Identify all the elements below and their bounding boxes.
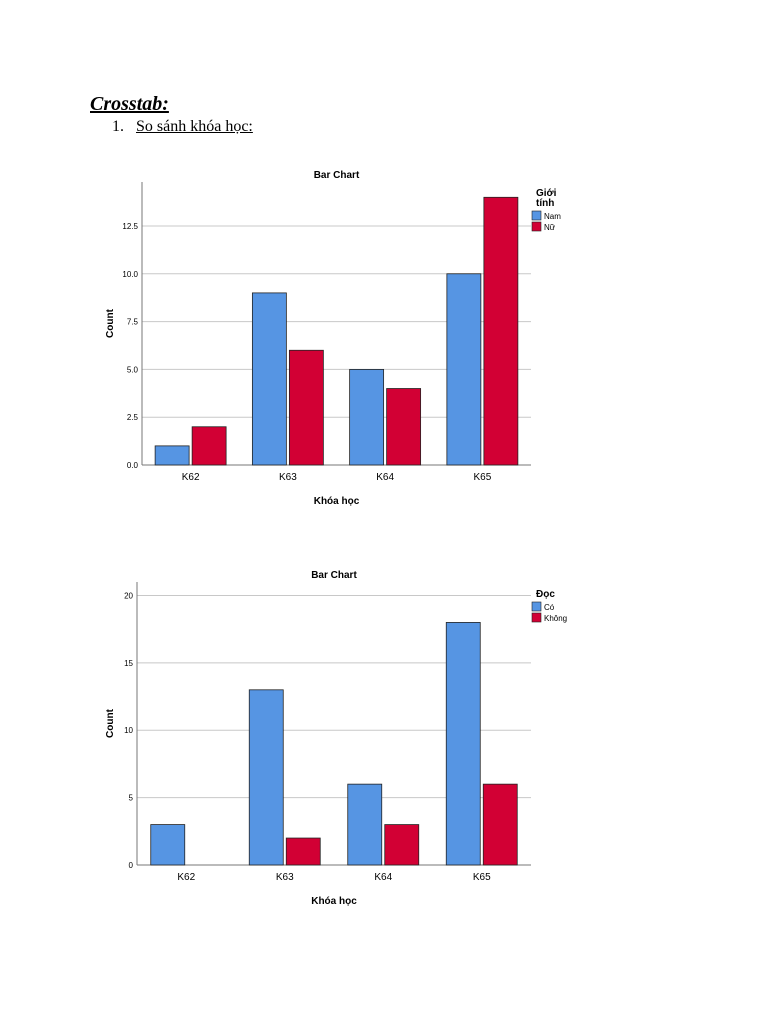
legend-swatch [531,210,542,221]
bar [483,196,519,466]
bar [191,426,227,466]
legend-swatch [531,221,542,232]
legend-label: Có [544,603,555,612]
bar [445,622,481,866]
y-tick-label: 12.5 [122,222,138,231]
bar [482,783,518,866]
x-tick-label: K65 [473,872,491,883]
list-number: 1. [112,118,124,135]
y-tick-label: 2.5 [127,413,139,422]
x-tick-label: K65 [473,472,491,483]
y-tick-label: 20 [124,591,133,600]
x-axis-label: Khóa học [311,896,357,907]
x-axis-label: Khóa học [314,496,360,507]
y-tick-label: 5 [129,794,134,803]
legend-label: Nữ [544,223,556,232]
y-tick-label: 0 [129,861,134,870]
bar [248,689,284,866]
y-axis-label: Count [105,308,116,338]
bar [386,388,422,466]
document-heading: Crosstab: [90,93,169,115]
y-tick-label: 10 [124,726,133,735]
chart-title: Bar Chart [311,570,357,581]
x-tick-label: K64 [374,872,392,883]
bar [288,349,324,466]
x-tick-label: K63 [279,472,297,483]
legend-title: tính [536,198,554,209]
y-tick-label: 0.0 [127,461,139,470]
x-tick-label: K62 [177,872,195,883]
bar-chart-gender: 0.0 2.5 5.0 7.5 10.0 12.5 K62 K63 K64 K65 Bar Char… [105,170,561,507]
bar [446,273,482,466]
y-tick-label: 10.0 [122,270,138,279]
list-item: 1. So sánh khóa học: [112,118,253,136]
y-tick-label: 5.0 [127,365,139,374]
x-tick-label: K64 [376,472,394,483]
y-tick-label: 15 [124,659,133,668]
legend-label: Không [544,614,567,623]
x-tick-label: K63 [276,872,294,883]
x-tick-label: K62 [182,472,200,483]
y-tick-label: 7.5 [127,318,139,327]
chart-title: Bar Chart [314,170,360,181]
bar [384,824,420,866]
legend-title: Đọc [536,589,555,600]
bar-chart-reading: 0 5 10 15 20 K62 K63 K64 K65 Bar Chart Khóa học Cou… [105,570,567,907]
bar [285,837,321,866]
list-item-text: So sánh khóa học: [136,118,253,135]
legend-title: Giới [536,188,557,199]
bar [251,292,287,466]
legend-swatch [531,612,542,623]
bar [347,783,383,866]
legend-label: Nam [544,212,561,221]
bar [150,824,186,866]
legend-swatch [531,601,542,612]
bar [154,445,190,466]
bar [349,368,385,466]
y-axis-label: Count [105,708,116,738]
